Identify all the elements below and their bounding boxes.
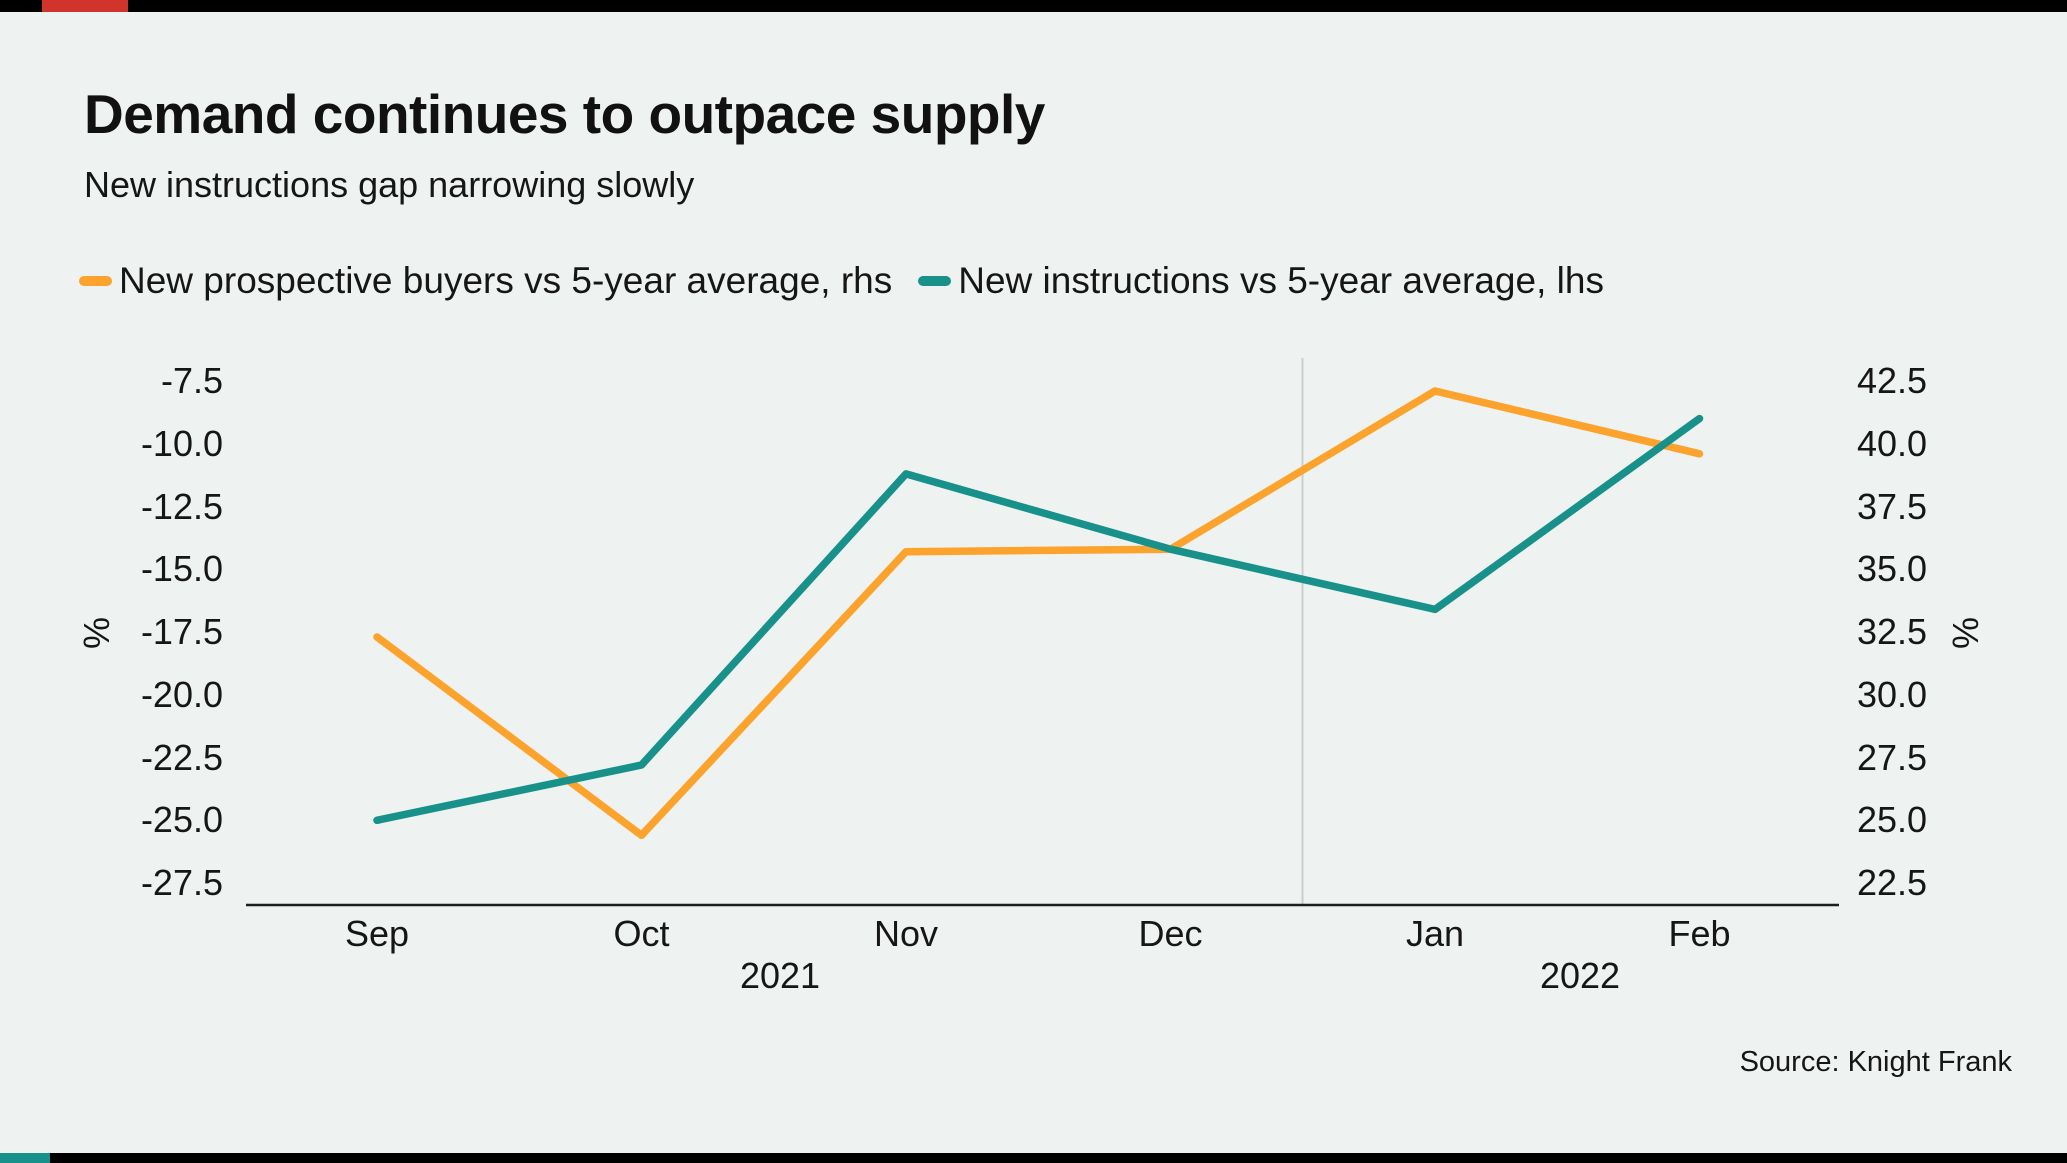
month-tick: Oct [613, 913, 670, 954]
legend-label: New prospective buyers vs 5-year average… [119, 260, 893, 301]
bottom-rule-teal-accent [0, 1153, 50, 1163]
left-axis-tick: -10.0 [140, 422, 223, 464]
top-rule-red-accent [42, 0, 128, 12]
left-axis-tick: -7.5 [160, 360, 223, 401]
page-title: Demand continues to outpace supply [84, 83, 1045, 145]
legend-item-buyers: New prospective buyers vs 5-year average… [79, 260, 892, 302]
left-axis-tick: -20.0 [140, 673, 223, 715]
legend-label: New instructions vs 5-year average, lhs [958, 260, 1604, 301]
year-label: 2022 [1539, 955, 1621, 996]
left-axis-tick: -25.0 [140, 799, 223, 841]
month-tick: Jan [1405, 913, 1465, 954]
right-axis-tick: 37.5 [1857, 485, 1928, 527]
source-note: Source: Knight Frank [1739, 1046, 2012, 1078]
year-label: 2021 [739, 955, 821, 996]
month-tick: Sep [344, 913, 410, 954]
right-axis-tick: 25.0 [1857, 799, 1928, 841]
left-axis-unit: % [76, 616, 117, 650]
left-axis-tick: -17.5 [140, 611, 223, 652]
left-axis-tick: -12.5 [140, 485, 223, 527]
right-axis-tick: 40.0 [1857, 422, 1928, 464]
right-axis-tick: 32.5 [1857, 611, 1928, 652]
top-rule [0, 0, 2067, 12]
right-axis-tick: 42.5 [1857, 360, 1928, 401]
right-axis-tick: 35.0 [1857, 548, 1928, 590]
month-tick: Dec [1138, 913, 1203, 954]
left-axis-tick: -27.5 [140, 862, 223, 903]
right-axis-tick: 27.5 [1857, 736, 1928, 778]
month-tick: Nov [873, 913, 939, 954]
left-axis-tick: -15.0 [140, 548, 223, 590]
bottom-rule [0, 1153, 2067, 1163]
buyers-series-swatch [79, 276, 112, 286]
legend: New prospective buyers vs 5-year average… [79, 260, 1604, 302]
instructions-series-swatch [918, 276, 952, 286]
right-axis-unit: % [1945, 616, 1986, 650]
left-axis-tick: -22.5 [140, 736, 223, 778]
legend-item-instructions: New instructions vs 5-year average, lhs [918, 260, 1604, 302]
right-axis-tick: 30.0 [1857, 673, 1928, 715]
right-axis-tick: 22.5 [1857, 862, 1928, 903]
page-subtitle: New instructions gap narrowing slowly [84, 164, 695, 205]
month-tick: Feb [1668, 913, 1731, 954]
